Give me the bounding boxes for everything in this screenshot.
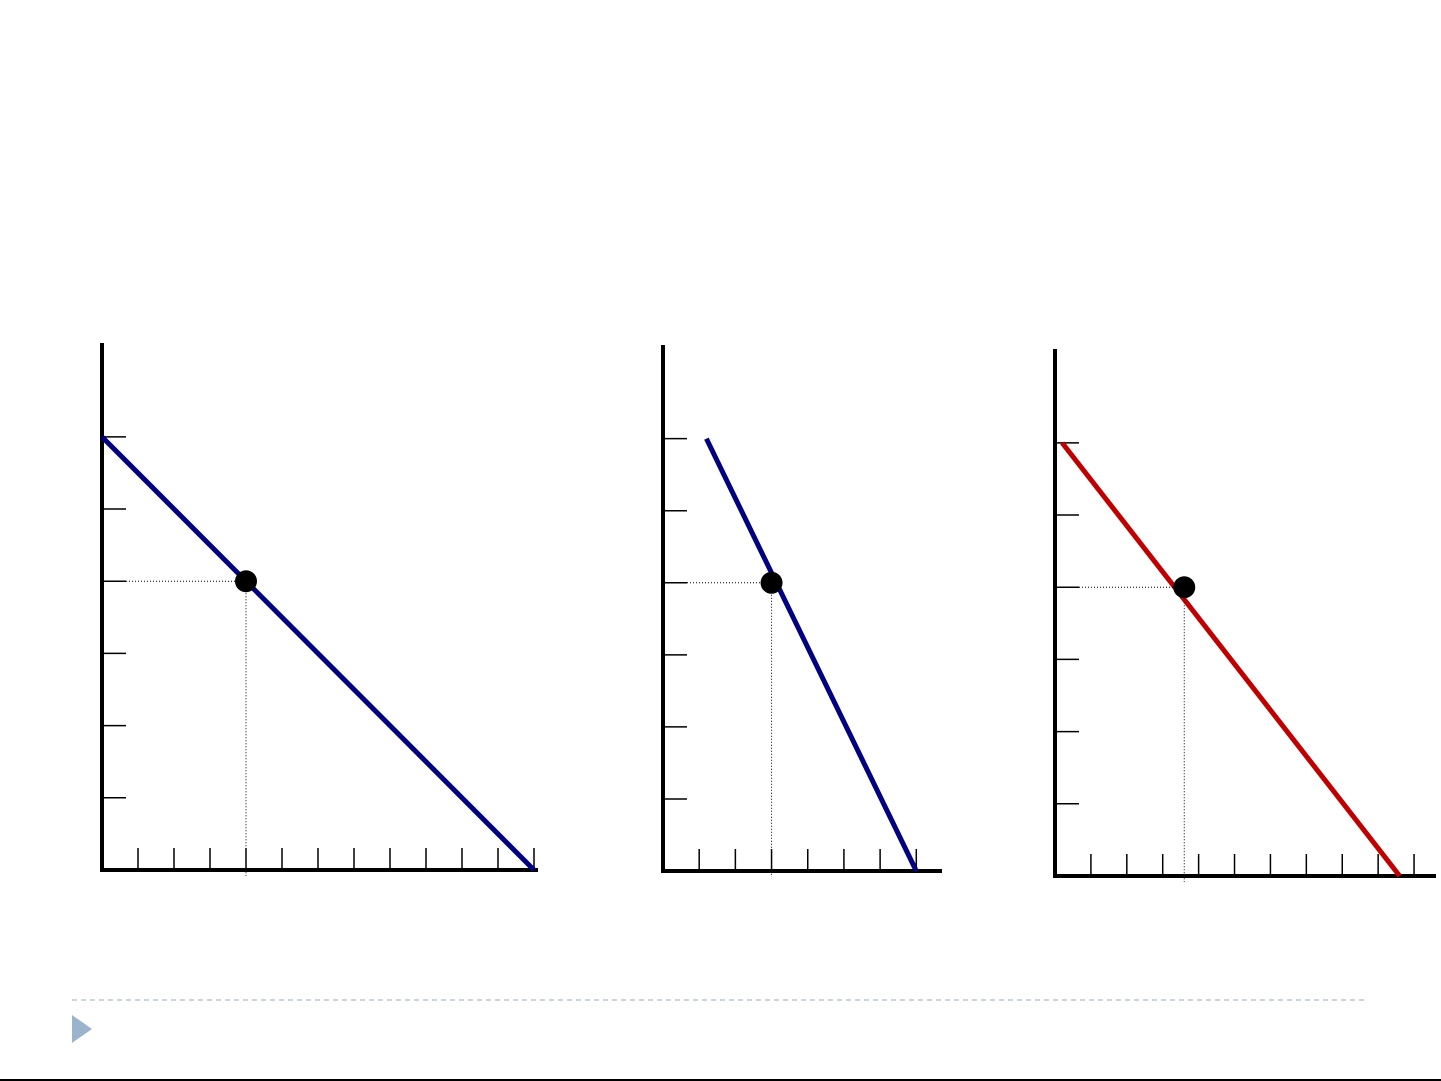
point bbox=[760, 571, 783, 594]
point bbox=[1173, 576, 1196, 599]
bullet-arrow bbox=[72, 1015, 92, 1043]
point bbox=[235, 570, 257, 593]
demand-line bbox=[100, 435, 536, 872]
demand-line bbox=[704, 437, 919, 873]
demand-line bbox=[1060, 441, 1402, 878]
